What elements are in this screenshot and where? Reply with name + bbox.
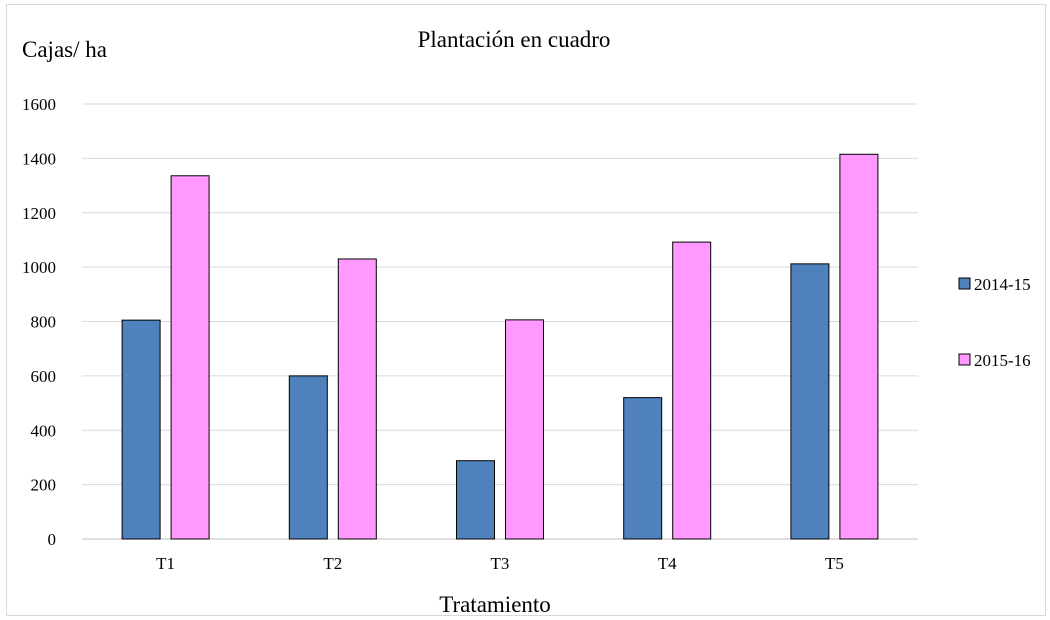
chart-title: Plantación en cuadro: [418, 27, 611, 52]
bar: [505, 319, 544, 540]
y-axis-label: Cajas/ ha: [22, 37, 107, 62]
y-tick-label: 0: [48, 530, 57, 549]
bars: [121, 153, 879, 540]
y-tick-label: 600: [31, 367, 57, 386]
y-tick-label: 800: [31, 313, 57, 332]
y-tick-label: 400: [31, 421, 57, 440]
y-tick-label: 1000: [22, 258, 56, 277]
bar: [121, 319, 161, 540]
y-tick-label: 1200: [22, 204, 56, 223]
bar: [623, 397, 663, 540]
legend-label: 2014-15: [974, 275, 1031, 294]
bar: [337, 258, 377, 540]
x-axis-ticks: T1 T2 T3 T4 T5: [156, 554, 844, 573]
bar: [790, 263, 830, 540]
bar: [672, 241, 712, 540]
x-tick-label: T4: [658, 554, 677, 573]
x-tick-label: T3: [491, 554, 510, 573]
bar: [170, 175, 210, 540]
bar: [456, 460, 495, 540]
legend-label: 2015-16: [974, 351, 1031, 370]
y-axis-ticks: 0 200 400 600 800 1000 1200 1400 1600: [22, 95, 56, 549]
gridlines: [82, 103, 918, 540]
x-tick-label: T1: [156, 554, 175, 573]
y-tick-label: 1600: [22, 95, 56, 114]
x-tick-label: T5: [825, 554, 844, 573]
legend-swatch: [958, 353, 971, 366]
bar: [839, 153, 879, 540]
x-axis-label: Tratamiento: [439, 592, 551, 617]
legend-swatch: [958, 277, 971, 290]
y-tick-label: 200: [31, 476, 57, 495]
x-tick-label: T2: [323, 554, 342, 573]
bar: [288, 375, 328, 540]
y-tick-label: 1400: [22, 149, 56, 168]
legend: 2014-15 2015-16: [958, 275, 1031, 370]
